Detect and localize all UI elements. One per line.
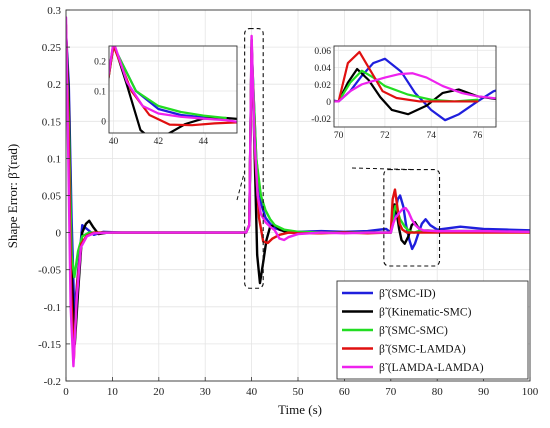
inset-y-tick-label: 0.02 <box>314 81 331 91</box>
inset-x-tick-label: 40 <box>109 137 119 147</box>
inset-x-tick-label: 42 <box>154 137 164 147</box>
main-axes: 0 10 20 30 40 50 60 70 80 90 100 -0.2 -0.15 -0.1 -0.05… <box>38 5 539 398</box>
y-tick-label: 0.05 <box>42 191 62 203</box>
inset-series-line-4 <box>109 46 237 123</box>
zoom-boxes <box>236 27 441 289</box>
inset-y-tick-label: 0 <box>101 118 106 128</box>
inset-frame <box>108 45 238 134</box>
inset-series-line-1 <box>334 67 496 116</box>
inset-background <box>334 46 496 127</box>
y-tick-label: 0.1 <box>47 153 61 165</box>
inset-x-tick-label: 74 <box>426 131 436 141</box>
legend-label-3: β̃ (SMC-LAMDA) <box>379 344 466 356</box>
inset-y-tick-label: -0.02 <box>311 115 331 125</box>
inset-axes-0: 40 42 44 0 0.1 0.2 <box>94 45 238 147</box>
x-axis-label: Time (s) <box>278 402 322 417</box>
zoom-window-0 <box>244 27 264 289</box>
legend-label-4: β̃ (LAMDA-LAMDA) <box>379 362 484 374</box>
inset-series-line-3 <box>334 50 479 103</box>
x-tick-label: 0 <box>63 386 69 398</box>
y-tick-label: -0.1 <box>44 302 61 314</box>
zoom-connector-0 <box>236 171 246 201</box>
y-tick-label: 0.15 <box>42 116 62 128</box>
inset-x-tick-label: 72 <box>380 131 390 141</box>
insets-group: 40 42 44 0 0.1 0.2 70 72 74 76 -0.02 0 0.02 0.04 0.06 <box>94 45 497 147</box>
main-series-group <box>66 16 530 368</box>
inset-axes-1: 70 72 74 76 -0.02 0 0.02 0.04 0.06 <box>311 45 497 141</box>
plot-frame <box>65 9 531 382</box>
y-tick-label: 0.2 <box>47 79 61 91</box>
legend-label-2: β̃ (SMC-SMC) <box>379 325 448 337</box>
inset-y-tick-label: 0.04 <box>314 64 331 74</box>
inset-y-tick-label: 0.1 <box>94 88 106 98</box>
x-tick-label: 70 <box>385 386 397 398</box>
x-tick-label: 50 <box>293 386 305 398</box>
series-line-2 <box>66 31 530 279</box>
inset-x-tick-label: 76 <box>473 131 483 141</box>
inset-frame <box>333 45 497 128</box>
inset-series-line-0 <box>334 57 496 122</box>
x-tick-label: 10 <box>107 386 119 398</box>
inset-series-line-0 <box>109 46 227 121</box>
x-tick-label: 60 <box>339 386 351 398</box>
legend-label-1: β̃ (Kinematic-SMC) <box>379 307 472 319</box>
y-tick-label: -0.2 <box>44 376 61 388</box>
x-tick-label: 20 <box>153 386 165 398</box>
inset-y-tick-label: 0 <box>326 98 331 108</box>
inset-series-line-3 <box>109 46 237 127</box>
inset-y-tick-label: 0.06 <box>314 47 331 57</box>
y-tick-label: 0.25 <box>42 42 62 54</box>
y-tick-label: -0.05 <box>38 265 61 277</box>
inset-series-line-4 <box>334 72 496 103</box>
inset-x-tick-label: 44 <box>199 137 209 147</box>
inset-series-line-2 <box>109 46 227 120</box>
y-tick-label: -0.15 <box>38 339 61 351</box>
inset-x-tick-label: 70 <box>334 131 344 141</box>
x-tick-label: 40 <box>246 386 258 398</box>
x-tick-label: 100 <box>522 386 539 398</box>
legend: β̃ (SMC-ID) β̃ (Kinematic-SMC) β̃ (SMC-SMC… <box>336 280 529 380</box>
x-tick-label: 90 <box>478 386 490 398</box>
x-tick-label: 80 <box>432 386 444 398</box>
x-tick-label: 30 <box>200 386 212 398</box>
y-tick-label: 0 <box>56 228 62 240</box>
series-line-4 <box>66 16 530 368</box>
zoom-connector-1 <box>351 167 412 171</box>
y-axis-label: Shape Error: β̃ (rad) <box>5 144 20 248</box>
legend-label-0: β̃ (SMC-ID) <box>379 288 436 300</box>
inset-y-tick-label: 0.2 <box>94 58 106 68</box>
y-tick-label: 0.3 <box>47 5 61 17</box>
